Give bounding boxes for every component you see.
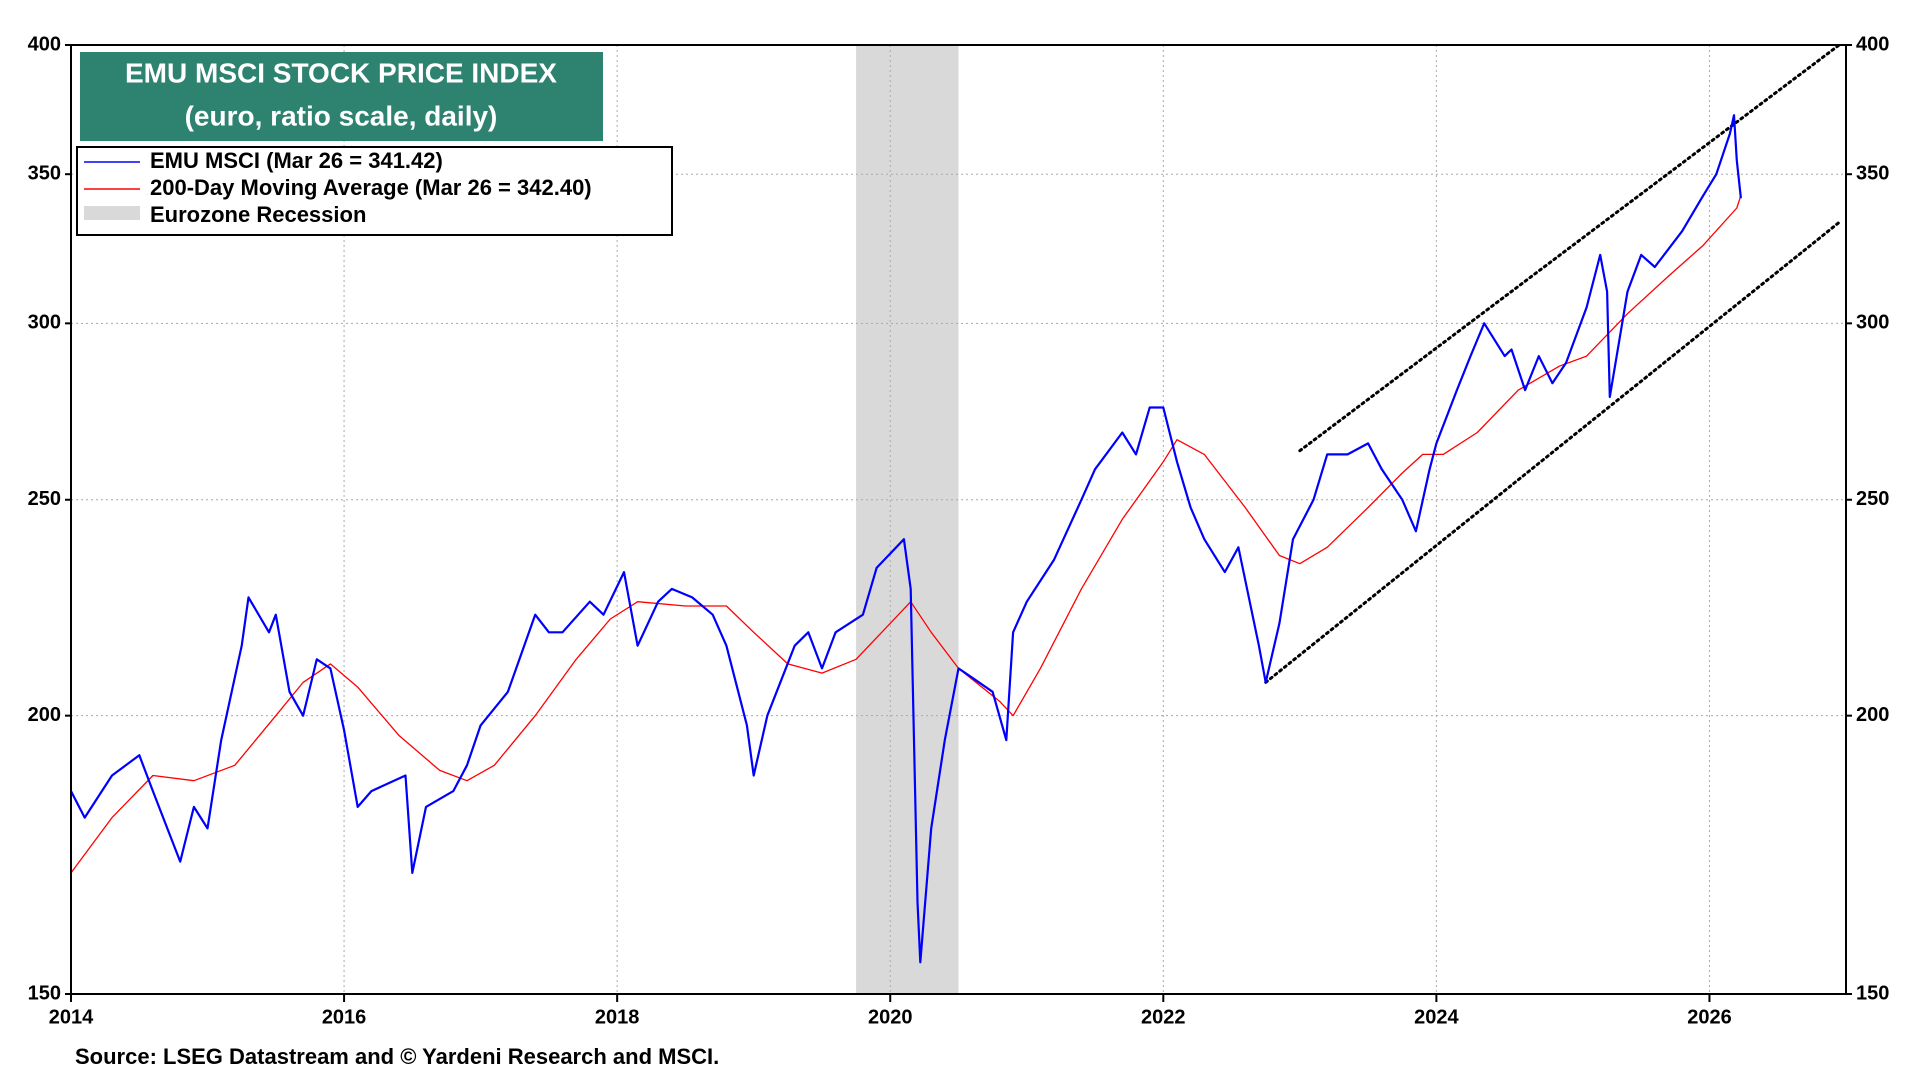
chart-title: EMU MSCI STOCK PRICE INDEX bbox=[125, 57, 557, 88]
x-tick-label: 2024 bbox=[1414, 1006, 1459, 1028]
trend-line bbox=[1298, 43, 1841, 453]
trend-line bbox=[1264, 220, 1841, 684]
y2-tick-label: 400 bbox=[1856, 33, 1889, 55]
source: Source: LSEG Datastream and © Yardeni Re… bbox=[75, 1044, 719, 1069]
y-tick-label: 250 bbox=[28, 488, 61, 510]
y2-tick-label: 350 bbox=[1856, 162, 1889, 184]
recession-band bbox=[856, 45, 959, 994]
y-tick-label: 350 bbox=[28, 162, 61, 184]
series-line bbox=[70, 195, 1742, 874]
x-tick-label: 2020 bbox=[868, 1006, 913, 1028]
plot-frame bbox=[70, 44, 1847, 995]
series-line bbox=[70, 114, 1742, 964]
y-tick-label: 300 bbox=[28, 312, 61, 334]
legend-swatch bbox=[84, 206, 140, 220]
x-tick-label: 2022 bbox=[1141, 1006, 1186, 1028]
y-tick-label: 150 bbox=[28, 982, 61, 1004]
legend bbox=[76, 146, 673, 236]
y2-tick-label: 150 bbox=[1856, 982, 1889, 1004]
x-tick-label: 2018 bbox=[595, 1006, 640, 1028]
legend-label: Eurozone Recession bbox=[150, 202, 366, 227]
x-tick-label: 2016 bbox=[322, 1006, 367, 1028]
x-tick-label: 2014 bbox=[49, 1006, 94, 1028]
chart-subtitle: (euro, ratio scale, daily) bbox=[185, 100, 498, 131]
y-tick-label: 200 bbox=[28, 704, 61, 726]
y-tick-label: 400 bbox=[28, 33, 61, 55]
x-tick-label: 2026 bbox=[1687, 1006, 1732, 1028]
title-box bbox=[80, 52, 603, 141]
y2-tick-label: 200 bbox=[1856, 704, 1889, 726]
legend-label: EMU MSCI (Mar 26 = 341.42) bbox=[150, 148, 443, 173]
y2-tick-label: 300 bbox=[1856, 312, 1889, 334]
legend-label: 200-Day Moving Average (Mar 26 = 342.40) bbox=[150, 175, 592, 200]
y2-tick-label: 250 bbox=[1856, 488, 1889, 510]
